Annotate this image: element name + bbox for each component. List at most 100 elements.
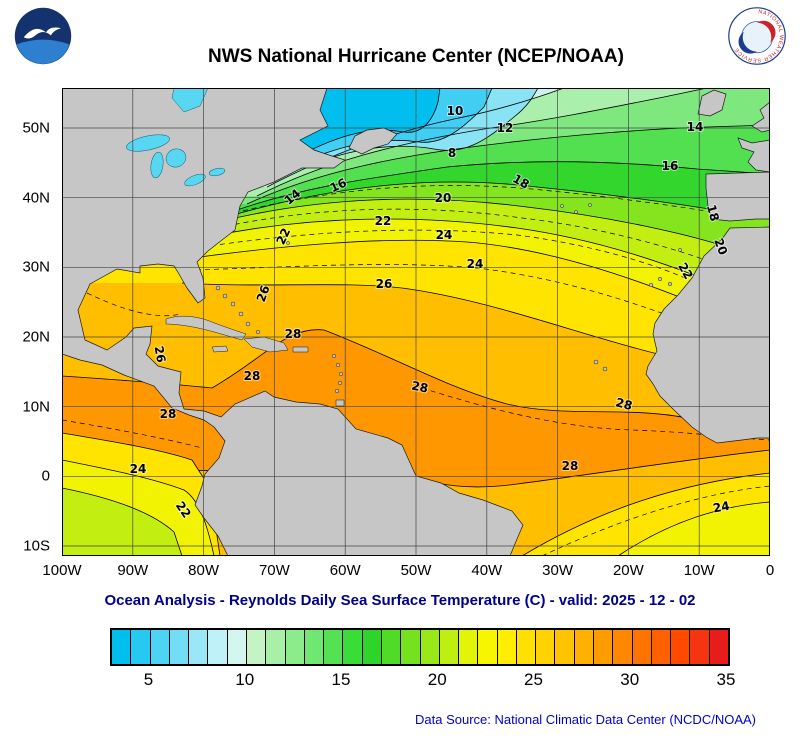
contour-label: 26 <box>254 283 273 303</box>
contour-label: 10 <box>447 104 464 118</box>
colorbar-cell <box>516 630 537 664</box>
contour-label: 28 <box>244 369 261 383</box>
y-axis-tick-label: 10S <box>23 537 50 555</box>
colorbar-tick-label: 5 <box>143 670 154 689</box>
contour-label: 8 <box>448 146 456 160</box>
contour-label: 12 <box>497 121 514 135</box>
colorbar-cell <box>555 630 575 664</box>
colorbar-cell <box>304 630 325 664</box>
colorbar-cell <box>343 630 363 664</box>
colorbar-tick-label: 20 <box>427 670 447 689</box>
noaa-logo-sea <box>16 39 70 64</box>
contour-label: 14 <box>687 120 704 134</box>
x-axis-tick-label: 40W <box>471 562 503 579</box>
landmasses <box>62 88 770 556</box>
temperature-colorbar <box>110 628 730 666</box>
colorbar-cell <box>189 630 209 664</box>
contour-label: 18 <box>704 203 722 223</box>
colorbar-cell <box>227 630 247 664</box>
x-axis-tick-label: 60W <box>329 562 361 579</box>
contour-label: 26 <box>376 277 393 291</box>
data-source-credit: Data Source: National Climatic Data Cent… <box>415 712 756 727</box>
colorbar-cell <box>169 630 190 664</box>
contour-label: 24 <box>712 499 731 516</box>
colorbar-cell <box>381 630 402 664</box>
map-subtitle: Ocean Analysis - Reynolds Daily Sea Surf… <box>104 592 696 609</box>
x-axis-tick-label: 80W <box>188 562 220 579</box>
colorbar-cell <box>439 630 460 664</box>
x-axis-tick-label: 70W <box>258 562 290 579</box>
colorbar-tick-label: 15 <box>331 670 351 689</box>
contour-label: 20 <box>435 191 452 205</box>
lat-lon-grid <box>62 88 770 556</box>
colorbar-cell <box>478 630 498 664</box>
lakes <box>126 88 226 187</box>
x-axis-tick-label: 50W <box>400 562 432 579</box>
x-axis-tick-label: 10W <box>683 562 715 579</box>
colorbar-cell <box>246 630 267 664</box>
colorbar-cell <box>150 630 170 664</box>
y-axis-tick-label: 50N <box>22 119 50 137</box>
colorbar-cell <box>574 630 595 664</box>
x-axis-tick-label: 0 <box>765 562 775 579</box>
colorbar-tick-label: 25 <box>524 670 543 689</box>
contour-lines <box>62 88 770 556</box>
nws-logo-blue-swirl-icon <box>738 31 757 54</box>
nws-logo-red-swirl-icon <box>757 20 776 43</box>
y-axis-tick-label: 10N <box>22 398 50 416</box>
contour-label: 28 <box>285 327 302 341</box>
islands <box>165 203 682 407</box>
colorbar-cell <box>112 630 132 664</box>
page-title: NWS National Hurricane Center (NCEP/NOAA… <box>208 46 624 67</box>
colorbar-cell <box>497 630 517 664</box>
latitude-axis: 50N 40N 30N 20N 10N 0 10S <box>0 88 56 556</box>
colorbar-cell <box>536 630 556 664</box>
colorbar-cell <box>632 630 652 664</box>
colorbar-cell <box>401 630 421 664</box>
colorbar-cell <box>594 630 614 664</box>
noaa-logo <box>14 7 72 65</box>
contour-label: 16 <box>662 159 679 173</box>
colorbar-tick-label: 35 <box>716 670 736 689</box>
contour-label: 28 <box>614 395 634 413</box>
contour-label: 20 <box>711 236 730 256</box>
x-axis-tick-label: 30W <box>542 562 574 579</box>
colorbar-cell <box>420 630 440 664</box>
x-axis-tick-label: 100W <box>42 562 82 579</box>
colorbar-tick-label: 10 <box>235 670 255 689</box>
contour-label: 24 <box>130 462 147 476</box>
longitude-axis: 100W 90W 80W 70W 60W 50W 40W 30W 20W 10W 0 <box>42 562 774 582</box>
colorbar-cell <box>651 630 672 664</box>
noaa-logo-gull-icon <box>23 27 61 39</box>
colorbar-cell <box>613 630 633 664</box>
colorbar-cell <box>324 630 344 664</box>
colorbar-tick-labels: 5 10 15 20 25 30 35 <box>110 670 736 694</box>
y-axis-tick-label: 20N <box>22 328 50 346</box>
contour-label: 26 <box>152 345 169 364</box>
colorbar-cell <box>208 630 228 664</box>
y-axis-tick-label: 0 <box>41 467 50 485</box>
contour-label: 24 <box>436 228 453 242</box>
y-axis-tick-label: 30N <box>22 258 50 276</box>
colorbar-tick-label: 30 <box>620 670 640 689</box>
contour-label: 28 <box>160 407 177 421</box>
contour-label: 22 <box>375 214 392 228</box>
x-axis-tick-label: 90W <box>117 562 149 579</box>
colorbar-cell <box>285 630 305 664</box>
x-axis-tick-label: 20W <box>612 562 644 579</box>
colorbar-cell <box>459 630 479 664</box>
nws-logo: NATIONAL WEATHER SERVICE <box>728 7 786 65</box>
colorbar-cell <box>266 630 286 664</box>
colorbar-cell <box>690 630 710 664</box>
contour-label: 28 <box>562 459 579 473</box>
y-axis-tick-label: 40N <box>22 189 50 207</box>
colorbar-cell <box>671 630 691 664</box>
colorbar-cell <box>362 630 382 664</box>
colorbar-cell <box>131 630 151 664</box>
map-frame: 10 12 8 14 16 14 16 20 18 18 22 22 24 20 24 26 26 22 28 26 2… <box>62 88 770 556</box>
contour-label: 24 <box>467 257 484 271</box>
contour-label: 28 <box>410 379 429 396</box>
